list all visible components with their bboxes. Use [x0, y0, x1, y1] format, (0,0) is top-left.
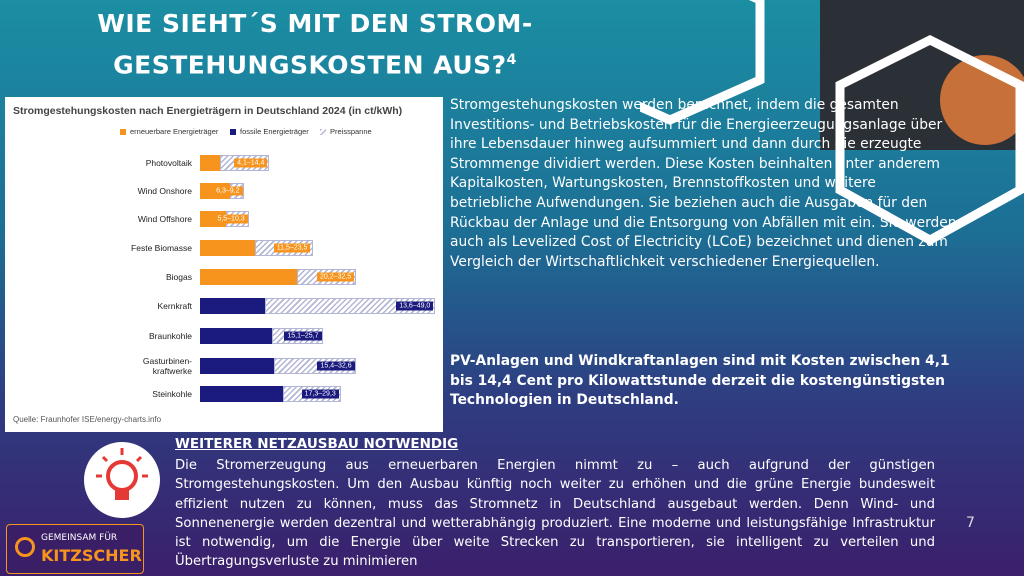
intro-text: Stromgestehungskosten werden berechnet, … — [450, 97, 957, 270]
category-label: Steinkohle — [152, 389, 192, 399]
title-text: GESTEHUNGSKOSTEN AUS? — [113, 50, 507, 80]
category-label: Gasturbinen- kraftwerke — [142, 356, 192, 376]
title-line: WIE SIEHT´S MIT DEN STROM- — [97, 9, 533, 38]
logo: GEMEINSAM FÜR KITZSCHER — [6, 524, 144, 574]
decoration — [640, 0, 1024, 246]
bar-range — [265, 298, 436, 314]
logo-line: KITZSCHER — [41, 546, 142, 565]
value-label: 17,3–29,3 — [301, 389, 339, 399]
category-label: Photovoltaik — [145, 158, 192, 168]
legend-label: Preisspanne — [330, 127, 372, 136]
category-label: Braunkohle — [148, 331, 192, 341]
chart-source: Quelle: Fraunhofer ISE/energy-charts.inf… — [13, 415, 162, 424]
logo-icon — [15, 537, 35, 557]
category-label: Feste Biomasse — [131, 243, 192, 253]
legend-swatch — [320, 128, 326, 135]
value-label: 13,6–49,0 — [396, 301, 434, 311]
bar-base — [200, 358, 274, 374]
category-label: Wind Offshore — [137, 214, 192, 224]
category-label: Biogas — [166, 272, 192, 282]
page-number: 7 — [966, 515, 975, 531]
bar-base — [200, 269, 297, 285]
bar-base — [200, 155, 220, 171]
legend-label: fossile Energieträger — [240, 127, 309, 136]
footnote-ref: 4 — [506, 52, 517, 68]
bar-base — [200, 328, 273, 344]
highlight-text: PV-Anlagen und Windkraftanlagen sind mit… — [450, 353, 950, 409]
title-line: GESTEHUNGSKOSTEN AUS?4 — [20, 42, 610, 83]
value-label: 5,5–10,3 — [214, 214, 248, 224]
section-heading: WEITERER NETZAUSBAU NOTWENDIG — [175, 436, 459, 452]
chart-title: Stromgestehungskosten nach Energieträger… — [13, 105, 403, 117]
bulb-icon — [84, 442, 160, 518]
slide-title: WIE SIEHT´S MIT DEN STROM- GESTEHUNGSKOS… — [20, 6, 610, 83]
bar-base — [200, 298, 266, 314]
chart-panel: Stromgestehungskosten nach Energieträger… — [5, 97, 443, 432]
category-label: Kernkraft — [157, 301, 193, 311]
category-label: Wind Onshore — [137, 186, 192, 196]
legend-swatch — [120, 128, 126, 135]
value-label: 15,1–25,7 — [284, 331, 322, 341]
value-label: 15,4–32,6 — [317, 361, 355, 371]
value-label: 4,1–14,4 — [234, 158, 268, 168]
logo-line: GEMEINSAM FÜR — [41, 533, 118, 543]
bar-base — [200, 386, 284, 402]
legend-entry: Preisspanne — [320, 127, 372, 136]
value-label: 6,3–9,2 — [213, 186, 243, 196]
section-body: Die Stromerzeugung aus erneuerbaren Ener… — [175, 458, 935, 570]
value-label: 11,5–23,5 — [273, 243, 311, 253]
bar-base — [200, 240, 256, 256]
legend-swatch — [230, 128, 236, 135]
legend-label: erneuerbare Energieträger — [130, 127, 219, 136]
legend-entry: erneuerbare Energieträger — [120, 127, 218, 136]
legend-entry: fossile Energieträger — [230, 127, 309, 136]
value-label: 20,2–32,5 — [317, 272, 355, 282]
